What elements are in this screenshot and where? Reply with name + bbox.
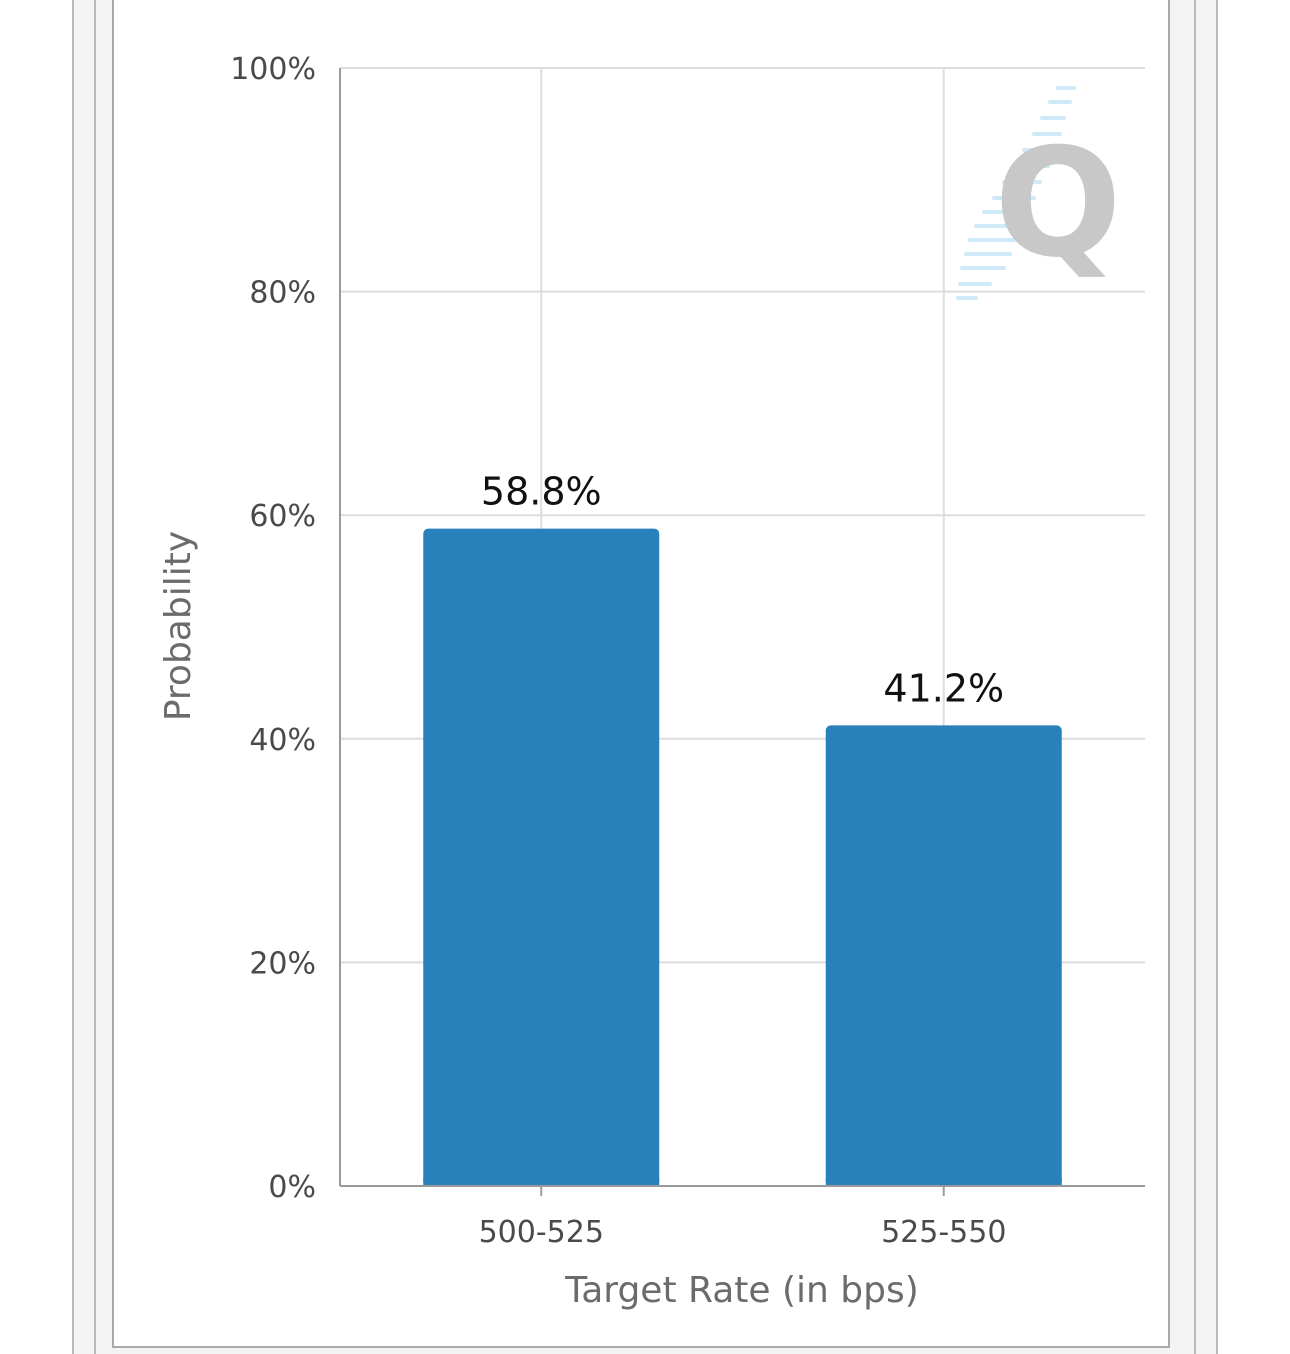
q-logo-watermark: Q <box>956 86 1122 300</box>
x-tick-label: 500-525 <box>479 1215 604 1250</box>
bars <box>423 528 1062 1186</box>
y-tick-label: 40% <box>249 723 316 758</box>
bar-500-525[interactable] <box>423 528 660 1186</box>
frame-border-right-inner <box>1194 0 1196 1354</box>
x-axis-title: Target Rate (in bps) <box>564 1270 919 1311</box>
y-tick-label: 60% <box>249 499 316 534</box>
frame-border-left-inner <box>94 0 96 1354</box>
y-axis-title: Probability <box>158 531 199 721</box>
data-label: 58.8% <box>481 470 602 514</box>
frame-border-right-outer <box>1216 0 1218 1354</box>
y-tick-label: 100% <box>230 52 316 87</box>
data-label: 41.2% <box>883 666 1004 710</box>
q-logo-letter: Q <box>994 117 1122 291</box>
bar-base-525-550 <box>825 1178 1062 1186</box>
frame-border-left-outer <box>72 0 74 1354</box>
axes <box>339 68 1145 1196</box>
labels: 0% 20% 40% 60% 80% 100% 58.8% 500-525 41.2% 525-5… <box>158 52 1006 1311</box>
bar-525-550[interactable] <box>825 725 1062 1186</box>
y-tick-label: 80% <box>249 276 316 311</box>
y-tick-label: 0% <box>268 1170 316 1205</box>
bar-base-500-525 <box>423 1178 660 1186</box>
y-tick-label: 20% <box>249 946 316 981</box>
x-tick-label: 525-550 <box>881 1215 1006 1250</box>
